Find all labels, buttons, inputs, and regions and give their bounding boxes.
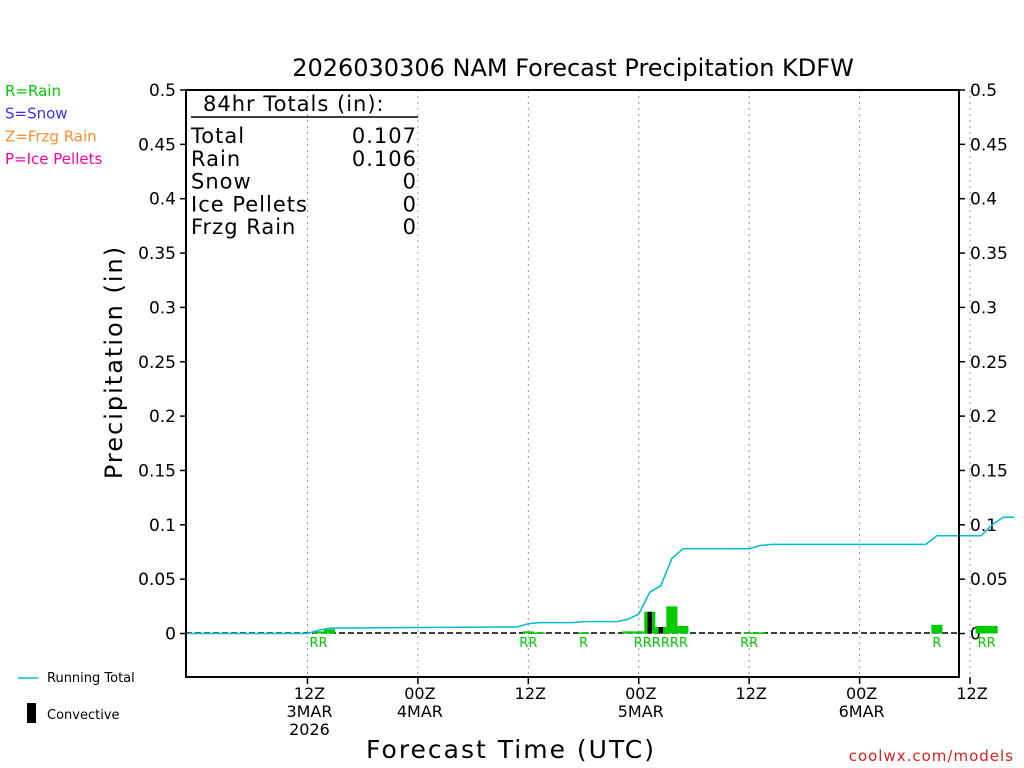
running-total-legend: Running Total [18, 671, 135, 686]
y-tick-label-right: 0.45 [970, 135, 1008, 155]
y-tick-label-left: 0.05 [138, 570, 176, 590]
convective-bars [647, 611, 664, 634]
y-tick-label-right: 0.3 [970, 298, 997, 318]
convective-bar [658, 626, 664, 634]
precip-bar [633, 631, 645, 634]
y-tick-label-left: 0.2 [149, 407, 176, 427]
running-total-line [186, 516, 1015, 635]
totals-row-value: 0.107 [352, 124, 417, 148]
y-tick-label-right: 0.35 [970, 244, 1008, 264]
ptype-marker: R [579, 636, 588, 651]
convective-legend-label: Convective [47, 708, 120, 723]
ptype-legend: R=Rain S=Snow Z=Frzg Rain P=Ice Pellets [5, 82, 102, 168]
x-tick-label: 6MAR [839, 702, 885, 721]
y-tick-label-right: 0.2 [970, 407, 997, 427]
ptype-marker: RR [309, 636, 327, 651]
y-tick-label-left: 0.3 [149, 298, 176, 318]
y-tick-label-right: 0.5 [970, 81, 997, 101]
x-tick-label: 12Z [294, 684, 325, 703]
x-tick-label: 5MAR [618, 702, 664, 721]
precip-bar [975, 625, 987, 634]
totals-row-label: Snow [191, 170, 252, 194]
vertical-gridlines [306, 90, 971, 677]
y-tick-label-right: 0.4 [970, 190, 997, 210]
precip-bar [578, 632, 590, 634]
totals-row-value: 0 [403, 170, 417, 194]
x-tick-label: 00Z [846, 684, 877, 703]
totals-row-label: Ice Pellets [191, 192, 308, 216]
totals-box: 84hr Totals (in): Total 0.107 Rain 0.106 Sno… [190, 92, 418, 239]
precip-bar [931, 624, 943, 634]
y-tick-label-right: 0.25 [970, 353, 1008, 373]
x-tick-label: 4MAR [397, 702, 443, 721]
ptype-marker: RRRRRR [634, 636, 688, 651]
precip-bar [622, 631, 634, 634]
x-tick-label: 12Z [736, 684, 767, 703]
ptype-legend-item: S=Snow [5, 105, 68, 123]
y-tick-label-right: 0.1 [970, 516, 997, 536]
y-tick-label-right: 0.15 [970, 461, 1008, 481]
convective-bar [647, 611, 653, 634]
totals-row-value: 0 [403, 192, 417, 216]
y-tick-label-left: 0.15 [138, 461, 176, 481]
x-axis-label: Forecast Time (UTC) [366, 735, 656, 764]
precip-bar [312, 631, 325, 634]
y-axis-left: 0.5 0.45 0.4 0.35 0.3 0.25 0.2 0.15 0.1 0.05 0 [138, 81, 186, 645]
y-tick-label-right: 0.05 [970, 570, 1008, 590]
precip-bar [754, 632, 766, 634]
ptype-markers: RR RR R RRRRRR RR R RR [309, 636, 995, 651]
x-tick-label: 12Z [956, 684, 987, 703]
ptype-marker: RR [978, 636, 996, 651]
ptype-legend-item: Z=Frzg Rain [5, 127, 97, 145]
ptype-legend-item: P=Ice Pellets [5, 150, 102, 168]
totals-row-value: 0 [403, 215, 417, 239]
totals-header: 84hr Totals (in): [203, 92, 385, 116]
y-tick-label-left: 0 [165, 625, 176, 645]
y-tick-label-left: 0.5 [149, 81, 176, 101]
y-axis-label: Precipitation (in) [100, 245, 128, 479]
precip-bar [743, 632, 755, 634]
y-tick-label-left: 0.4 [149, 190, 176, 210]
precip-bar [986, 625, 998, 634]
x-tick-label: 3MAR [286, 702, 332, 721]
ptype-legend-item: R=Rain [5, 82, 61, 100]
totals-row-value: 0.106 [352, 147, 417, 171]
y-axis-right: 0.5 0.45 0.4 0.35 0.3 0.25 0.2 0.15 0.1 0.05 0 [959, 81, 1008, 645]
y-tick-label-left: 0.35 [138, 244, 176, 264]
x-tick-label: 12Z [515, 684, 546, 703]
ptype-marker: RR [740, 636, 758, 651]
running-total-legend-label: Running Total [47, 671, 135, 686]
y-tick-label-left: 0.45 [138, 135, 176, 155]
chart-title: 2026030306 NAM Forecast Precipitation KD… [292, 54, 854, 82]
precip-bar [324, 629, 336, 634]
plot-frame [185, 89, 960, 678]
y-tick-label-left: 0.25 [138, 353, 176, 373]
ptype-marker: R [932, 636, 941, 651]
y-tick-label-left: 0.1 [149, 516, 176, 536]
y-tick-label-right: 0 [970, 625, 981, 645]
precip-bar [677, 625, 689, 634]
x-tick-label: 00Z [625, 684, 656, 703]
credit-text: coolwx.com/models [849, 747, 1014, 765]
precip-bar [666, 606, 678, 634]
precip-bar [522, 631, 534, 634]
ptype-marker: RR [519, 636, 537, 651]
precip-bar [533, 632, 545, 634]
totals-row-label: Total [190, 124, 245, 148]
x-tick-label: 2026 [289, 720, 330, 739]
x-tick-label: 00Z [404, 684, 435, 703]
precip-bars [312, 606, 998, 634]
convective-legend: Convective [27, 703, 120, 723]
totals-row-label: Frzg Rain [191, 215, 296, 239]
convective-legend-swatch [27, 703, 36, 723]
totals-row-label: Rain [191, 147, 241, 171]
